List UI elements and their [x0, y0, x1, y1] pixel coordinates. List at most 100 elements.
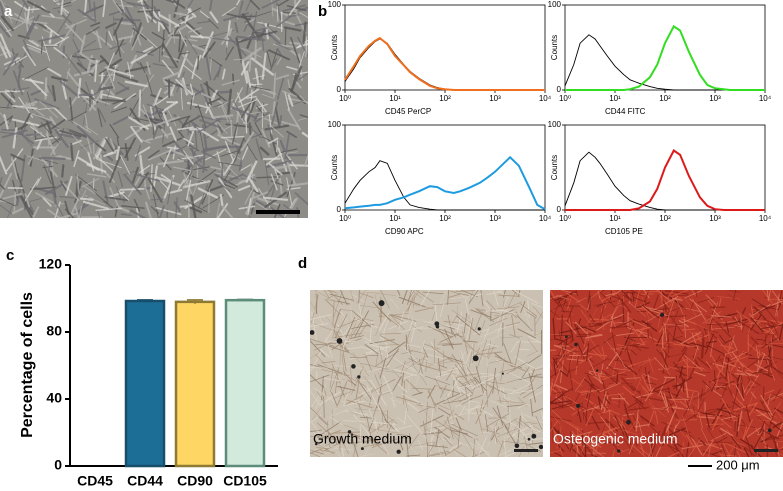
texture: [265, 159, 292, 169]
texture: [451, 353, 468, 377]
texture: [226, 88, 233, 116]
texture: [66, 71, 80, 88]
texture: [132, 22, 142, 47]
texture: [352, 399, 379, 404]
texture: [274, 165, 288, 170]
texture: [372, 301, 392, 322]
x-tick-label: CD44: [127, 473, 163, 489]
texture: [719, 429, 725, 438]
texture: [424, 375, 451, 386]
texture: [755, 319, 768, 323]
texture: [205, 55, 212, 81]
texture: [413, 293, 416, 308]
texture: [718, 356, 724, 366]
texture: [592, 290, 603, 298]
texture: [310, 449, 325, 455]
texture: [38, 156, 66, 160]
texture: [485, 381, 506, 385]
texture: [756, 353, 766, 374]
texture: [743, 380, 752, 393]
texture: [130, 209, 147, 218]
texture: [431, 346, 453, 362]
texture: [311, 395, 320, 408]
texture: [29, 78, 48, 97]
texture: [0, 92, 16, 109]
texture: [748, 302, 758, 313]
texture: [588, 370, 609, 376]
texture: [366, 365, 391, 373]
texture: [517, 328, 536, 339]
texture: [302, 21, 307, 45]
texture: [622, 385, 634, 396]
texture: [667, 427, 679, 438]
texture: [222, 206, 234, 218]
texture: [196, 55, 200, 71]
texture: [550, 416, 572, 422]
texture: [242, 137, 258, 161]
texture: [582, 345, 589, 354]
texture: [569, 314, 572, 327]
texture: [435, 428, 440, 448]
texture: [768, 357, 771, 374]
bar: [174, 300, 216, 468]
texture: [310, 452, 322, 457]
texture: [726, 349, 738, 355]
texture: [438, 367, 459, 375]
texture: [390, 314, 404, 322]
texture: [117, 35, 134, 41]
texture: [709, 352, 722, 373]
texture: [110, 106, 128, 113]
texture: [566, 358, 584, 361]
texture: [763, 423, 765, 443]
texture: [310, 330, 315, 335]
texture: [120, 21, 132, 26]
texture: [0, 112, 10, 125]
texture: [225, 46, 235, 61]
texture: [667, 427, 687, 437]
texture: [576, 355, 579, 367]
y-axis-label: Counts: [330, 35, 339, 60]
texture: [569, 423, 587, 436]
texture: [532, 429, 543, 435]
texture: [639, 439, 645, 455]
texture: [131, 26, 144, 51]
texture: [316, 421, 341, 438]
texture: [0, 23, 11, 38]
texture: [47, 208, 62, 218]
texture: [552, 426, 561, 436]
texture: [621, 424, 632, 445]
texture: [349, 335, 364, 339]
texture: [382, 375, 393, 395]
texture: [671, 297, 683, 301]
texture: [98, 109, 107, 123]
texture: [771, 300, 783, 306]
texture: [88, 90, 104, 112]
texture: [280, 148, 298, 154]
texture: [681, 441, 685, 455]
texture: [407, 290, 412, 305]
texture: [364, 344, 379, 355]
texture: [588, 336, 602, 355]
texture: [60, 180, 68, 192]
texture: [217, 181, 231, 192]
texture: [527, 354, 542, 365]
texture: [254, 122, 262, 136]
texture: [109, 124, 120, 139]
texture: [232, 100, 246, 123]
scale-bar: [256, 210, 300, 214]
texture: [103, 151, 117, 157]
texture: [51, 84, 57, 102]
texture: [250, 57, 274, 76]
texture: [71, 120, 92, 134]
texture: [682, 377, 685, 393]
texture: [377, 426, 380, 443]
texture: [104, 137, 116, 155]
texture: [735, 385, 745, 402]
texture: [699, 412, 723, 417]
scale-bar: [754, 449, 778, 452]
texture: [643, 290, 650, 299]
texture: [404, 327, 412, 348]
texture: [470, 443, 491, 454]
texture: [209, 11, 219, 24]
texture: [528, 390, 543, 399]
